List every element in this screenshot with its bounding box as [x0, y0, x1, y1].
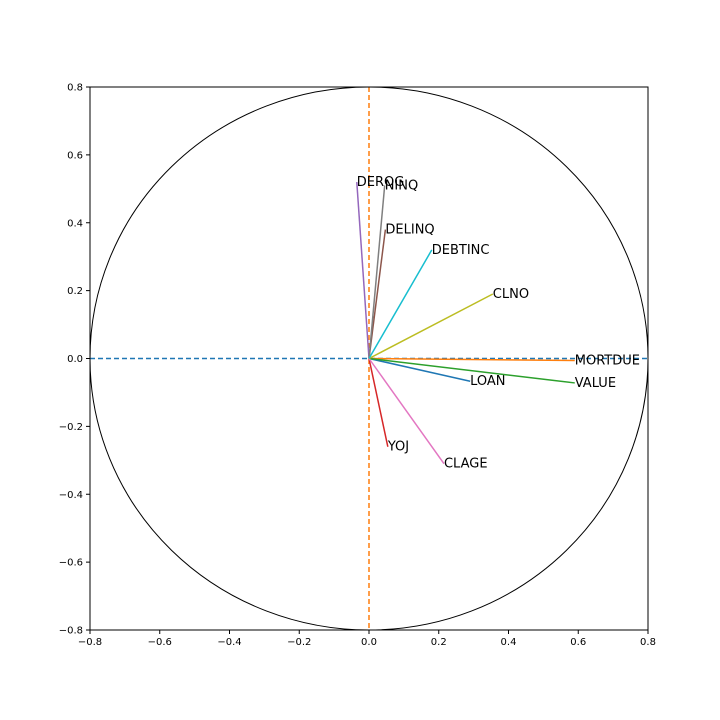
- vector-label-clage: CLAGE: [444, 457, 488, 472]
- vector-label-clno: CLNO: [493, 287, 529, 302]
- plot-area: LOAN MORTDUE VALUE YOJ DEROG DELINQ CLAGE NINQ C…: [59, 83, 656, 649]
- vector-mortdue: [368, 357, 575, 362]
- x-tick-label: −0.6: [148, 637, 172, 648]
- x-tick-label: 0.6: [570, 637, 586, 648]
- x-tick-label: 0.4: [501, 637, 517, 648]
- vector-delinq: [368, 229, 387, 359]
- vector-ninq: [368, 185, 386, 359]
- vector-yoj: [368, 358, 389, 447]
- vector-label-ninq: NINQ: [385, 178, 419, 193]
- y-tick-label: 0.0: [67, 354, 83, 365]
- x-tick-label: 0.0: [361, 637, 377, 648]
- y-tick-label: −0.4: [59, 490, 83, 501]
- vector-loan: [368, 357, 471, 382]
- vector-value: [368, 357, 575, 384]
- x-tick-label: −0.2: [287, 637, 311, 648]
- y-tick-label: 0.8: [67, 83, 83, 94]
- y-tick-label: 0.6: [67, 150, 83, 161]
- vector-clage: [368, 358, 445, 465]
- vector-label-mortdue: MORTDUE: [575, 354, 640, 369]
- x-tick-label: −0.4: [217, 637, 241, 648]
- y-tick-label: −0.6: [59, 558, 83, 569]
- x-tick-label: 0.8: [640, 637, 656, 648]
- vector-debtinc: [368, 249, 433, 359]
- vector-label-loan: LOAN: [470, 374, 505, 389]
- x-tick-label: 0.2: [431, 637, 447, 648]
- y-tick-label: −0.8: [59, 626, 83, 637]
- y-tick-label: 0.4: [67, 218, 83, 229]
- x-tick-label: −0.8: [78, 637, 102, 648]
- vector-label-value: VALUE: [575, 376, 616, 391]
- vector-clno: [368, 293, 494, 360]
- vector-derog: [356, 181, 370, 359]
- vector-label-delinq: DELINQ: [385, 223, 434, 238]
- y-tick-label: 0.2: [67, 286, 83, 297]
- vector-label-yoj: YOJ: [387, 440, 409, 455]
- vector-label-debtinc: DEBTINC: [432, 243, 490, 258]
- vector-label-derog: DEROG: [357, 175, 405, 190]
- y-tick-label: −0.2: [59, 422, 83, 433]
